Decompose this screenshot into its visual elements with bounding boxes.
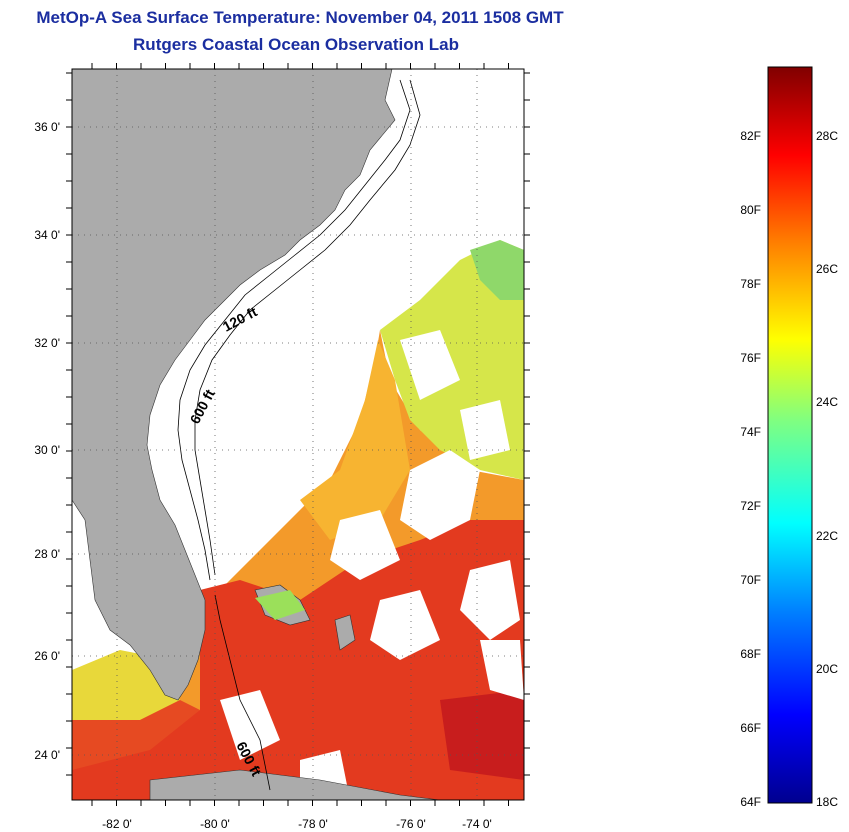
colorbar-c-label: 28C [816,129,838,143]
sst-bank-green [255,590,305,620]
colorbar-gradient [767,66,813,804]
latitude-label: 34 0' [34,228,60,242]
colorbar-f-label: 70F [740,573,761,587]
sst-orange-band [300,340,410,540]
colorbar-f-label: 66F [740,721,761,735]
sst-gulf-red [72,700,200,770]
longitude-label: -78 0' [298,817,328,831]
sst-green-patch [470,240,524,300]
colorbar-f-label: 74F [740,425,761,439]
colorbar-c-label: 24C [816,395,838,409]
sst-deep-red-region [440,690,524,780]
temperature-colorbar: 82F 80F 78F 76F 74F 72F 70F 68F 66F 64F … [740,66,838,809]
colorbar-c-label: 26C [816,262,838,276]
latitude-label: 24 0' [34,748,60,762]
longitude-label: -80 0' [200,817,230,831]
colorbar-f-label: 76F [740,351,761,365]
colorbar-f-label: 80F [740,203,761,217]
latitude-label: 30 0' [34,443,60,457]
colorbar-c-label: 20C [816,662,838,676]
sea-surface-temperature-map: 36 0' 34 0' 32 0' 30 0' 28 0' 26 0' 24 0… [34,63,530,831]
longitude-label: -74 0' [462,817,492,831]
colorbar-f-label: 64F [740,795,761,809]
latitude-label: 26 0' [34,649,60,663]
colorbar-f-label: 68F [740,647,761,661]
latitude-label: 28 0' [34,547,60,561]
cloud-patches [72,330,524,800]
longitude-label: -82 0' [102,817,132,831]
map-frame-ticks [66,63,530,806]
map-title: MetOp-A Sea Surface Temperature: Novembe… [36,8,564,27]
colorbar-c-label: 22C [816,529,838,543]
map-frame [71,68,525,801]
colorbar-f-label: 82F [740,129,761,143]
colorbar-c-label: 18C [816,795,838,809]
land-bahamas-2 [334,614,356,651]
land-cuba [149,769,441,800]
latitude-label: 32 0' [34,336,60,350]
colorbar-f-label: 72F [740,499,761,513]
latitude-label: 36 0' [34,120,60,134]
colorbar-f-label: 78F [740,277,761,291]
land-eastern-us [72,69,396,701]
bathymetry-contours [177,79,421,791]
longitude-label: -76 0' [396,817,426,831]
map-area [72,69,524,800]
map-subtitle: Rutgers Coastal Ocean Observation Lab [133,35,459,54]
